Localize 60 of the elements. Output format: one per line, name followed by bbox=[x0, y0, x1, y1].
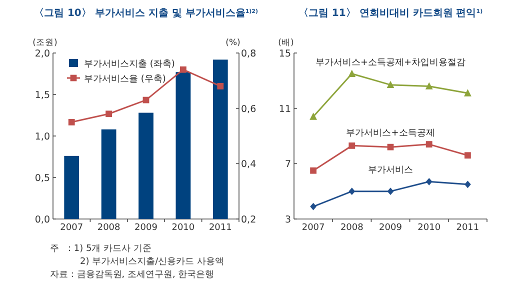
point bbox=[68, 118, 75, 126]
point bbox=[310, 167, 316, 174]
y-tick-label: 3 bbox=[284, 214, 291, 226]
point bbox=[348, 188, 356, 196]
point bbox=[464, 89, 472, 96]
x-tick-label: 2011 bbox=[456, 223, 480, 233]
point bbox=[426, 178, 432, 186]
series-label: 부가서비스 bbox=[368, 166, 413, 176]
y-tick-label: 1,5 bbox=[34, 90, 50, 101]
y-tick-label: 2,0 bbox=[34, 48, 50, 60]
y-tick-label: 7 bbox=[284, 159, 291, 170]
y2-tick-label: 0,2 bbox=[241, 214, 256, 226]
point bbox=[106, 110, 112, 118]
text: 부가서비스+소득공제+차입비용절감 bbox=[315, 58, 466, 68]
point bbox=[425, 82, 433, 90]
x-tick-label: 2007 bbox=[302, 223, 325, 233]
y-tick-label: 0,0 bbox=[34, 214, 50, 226]
bar bbox=[64, 156, 80, 219]
series-label: 부가서비스+소득공제 bbox=[346, 128, 435, 138]
x-tick-label: 2008 bbox=[340, 223, 364, 233]
x-tick-label: 2008 bbox=[97, 223, 121, 233]
y-tick-label: 15 bbox=[278, 48, 291, 60]
y2-axis-title: (%) bbox=[226, 38, 240, 48]
y-tick-label: 0,5 bbox=[34, 173, 50, 184]
x-tick-label: 2009 bbox=[134, 223, 158, 233]
bar bbox=[176, 72, 191, 219]
text: 자료 : 금융감독원, 조세연구원, 한국은행 bbox=[50, 270, 214, 280]
bar bbox=[212, 60, 228, 219]
point bbox=[426, 141, 432, 148]
y-axis-title: (배) bbox=[278, 38, 294, 48]
point bbox=[217, 83, 224, 90]
legend-label: 부가서비스율 (우축) bbox=[84, 74, 166, 84]
point bbox=[310, 202, 316, 210]
text: 주 : 1) 5개 카드사 기준 bbox=[50, 244, 152, 254]
chart-title: 〈그림 10〉 부가서비스 지출 및 부가서비스율$^{1)2)}$ bbox=[34, 7, 258, 19]
point bbox=[464, 180, 471, 188]
chart-title: 〈그림 11〉 연회비대비 카드회원 편익$^{1)}$ bbox=[298, 7, 484, 19]
bar bbox=[138, 112, 154, 219]
point bbox=[387, 144, 394, 150]
point bbox=[180, 66, 186, 73]
point bbox=[464, 152, 471, 159]
x-tick-label: 2010 bbox=[418, 223, 441, 233]
point bbox=[348, 70, 356, 77]
x-tick-label: 2011 bbox=[208, 223, 232, 233]
y2-tick-label: 0,8 bbox=[241, 48, 256, 60]
point bbox=[387, 188, 394, 196]
y-axis-title: (조원) bbox=[32, 38, 58, 48]
legend-label: 부가서비스지출 (좌축) bbox=[84, 60, 175, 70]
y2-tick-label: 0,4 bbox=[241, 159, 256, 170]
text: 2) 부가서비스지출/신용카드 사용액 bbox=[80, 257, 224, 267]
point bbox=[386, 80, 394, 88]
y-tick-label: 11 bbox=[278, 104, 291, 115]
bar bbox=[101, 129, 116, 219]
x-tick-label: 2007 bbox=[60, 223, 84, 233]
y2-tick-label: 0,6 bbox=[241, 104, 256, 115]
x-tick-label: 2009 bbox=[379, 223, 402, 233]
x-tick-label: 2010 bbox=[172, 223, 195, 233]
point bbox=[310, 112, 317, 120]
y-tick-label: 1,0 bbox=[34, 132, 50, 142]
point bbox=[348, 142, 356, 149]
